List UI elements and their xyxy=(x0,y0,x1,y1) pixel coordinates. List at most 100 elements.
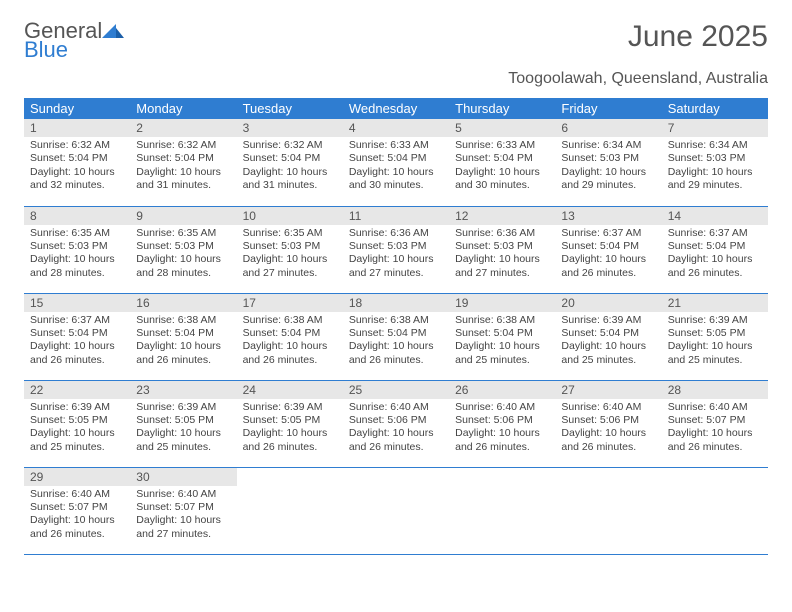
sunset-line: Sunset: 5:04 PM xyxy=(30,152,124,165)
sunrise-line: Sunrise: 6:40 AM xyxy=(30,488,124,501)
day-number: 13 xyxy=(555,207,661,225)
day-number: 28 xyxy=(662,381,768,399)
calendar-row: 1Sunrise: 6:32 AMSunset: 5:04 PMDaylight… xyxy=(24,119,768,206)
calendar-cell: 28Sunrise: 6:40 AMSunset: 5:07 PMDayligh… xyxy=(662,380,768,467)
day-number: 27 xyxy=(555,381,661,399)
sunrise-line: Sunrise: 6:36 AM xyxy=(349,227,443,240)
sunrise-line: Sunrise: 6:38 AM xyxy=(455,314,549,327)
sunrise-line: Sunrise: 6:33 AM xyxy=(349,139,443,152)
calendar-cell: 23Sunrise: 6:39 AMSunset: 5:05 PMDayligh… xyxy=(130,380,236,467)
daylight-line: Daylight: 10 hours and 31 minutes. xyxy=(136,166,230,193)
day-number: 25 xyxy=(343,381,449,399)
sunrise-line: Sunrise: 6:39 AM xyxy=(30,401,124,414)
day-details: Sunrise: 6:32 AMSunset: 5:04 PMDaylight:… xyxy=(24,137,130,197)
daylight-line: Daylight: 10 hours and 26 minutes. xyxy=(561,253,655,280)
daylight-line: Daylight: 10 hours and 26 minutes. xyxy=(668,427,762,454)
day-details: Sunrise: 6:37 AMSunset: 5:04 PMDaylight:… xyxy=(555,225,661,285)
calendar-cell: 11Sunrise: 6:36 AMSunset: 5:03 PMDayligh… xyxy=(343,206,449,293)
sunrise-line: Sunrise: 6:40 AM xyxy=(455,401,549,414)
day-number: 14 xyxy=(662,207,768,225)
sunset-line: Sunset: 5:03 PM xyxy=(349,240,443,253)
daylight-line: Daylight: 10 hours and 27 minutes. xyxy=(136,514,230,541)
calendar-cell: 8Sunrise: 6:35 AMSunset: 5:03 PMDaylight… xyxy=(24,206,130,293)
daylight-line: Daylight: 10 hours and 25 minutes. xyxy=(136,427,230,454)
day-details: Sunrise: 6:34 AMSunset: 5:03 PMDaylight:… xyxy=(662,137,768,197)
day-details: Sunrise: 6:40 AMSunset: 5:06 PMDaylight:… xyxy=(555,399,661,459)
daylight-line: Daylight: 10 hours and 29 minutes. xyxy=(561,166,655,193)
day-number: 29 xyxy=(24,468,130,486)
daylight-line: Daylight: 10 hours and 25 minutes. xyxy=(668,340,762,367)
sunrise-line: Sunrise: 6:33 AM xyxy=(455,139,549,152)
day-number: 9 xyxy=(130,207,236,225)
calendar-cell-empty xyxy=(555,467,661,554)
day-details: Sunrise: 6:40 AMSunset: 5:07 PMDaylight:… xyxy=(662,399,768,459)
daylight-line: Daylight: 10 hours and 26 minutes. xyxy=(455,427,549,454)
sunset-line: Sunset: 5:04 PM xyxy=(243,327,337,340)
day-number: 19 xyxy=(449,294,555,312)
day-details: Sunrise: 6:40 AMSunset: 5:06 PMDaylight:… xyxy=(449,399,555,459)
calendar-cell: 22Sunrise: 6:39 AMSunset: 5:05 PMDayligh… xyxy=(24,380,130,467)
sunset-line: Sunset: 5:04 PM xyxy=(136,152,230,165)
day-number: 4 xyxy=(343,119,449,137)
day-details: Sunrise: 6:38 AMSunset: 5:04 PMDaylight:… xyxy=(130,312,236,372)
calendar-cell: 5Sunrise: 6:33 AMSunset: 5:04 PMDaylight… xyxy=(449,119,555,206)
calendar-cell: 24Sunrise: 6:39 AMSunset: 5:05 PMDayligh… xyxy=(237,380,343,467)
daylight-line: Daylight: 10 hours and 28 minutes. xyxy=(136,253,230,280)
sunset-line: Sunset: 5:04 PM xyxy=(349,152,443,165)
day-details: Sunrise: 6:32 AMSunset: 5:04 PMDaylight:… xyxy=(237,137,343,197)
daylight-line: Daylight: 10 hours and 27 minutes. xyxy=(349,253,443,280)
daylight-line: Daylight: 10 hours and 30 minutes. xyxy=(455,166,549,193)
daylight-line: Daylight: 10 hours and 31 minutes. xyxy=(243,166,337,193)
daylight-line: Daylight: 10 hours and 25 minutes. xyxy=(561,340,655,367)
day-details: Sunrise: 6:38 AMSunset: 5:04 PMDaylight:… xyxy=(237,312,343,372)
day-details: Sunrise: 6:38 AMSunset: 5:04 PMDaylight:… xyxy=(343,312,449,372)
calendar-cell: 14Sunrise: 6:37 AMSunset: 5:04 PMDayligh… xyxy=(662,206,768,293)
page-title: June 2025 xyxy=(628,20,768,54)
daylight-line: Daylight: 10 hours and 27 minutes. xyxy=(243,253,337,280)
daylight-line: Daylight: 10 hours and 26 minutes. xyxy=(561,427,655,454)
calendar-cell: 1Sunrise: 6:32 AMSunset: 5:04 PMDaylight… xyxy=(24,119,130,206)
day-number: 26 xyxy=(449,381,555,399)
day-details: Sunrise: 6:37 AMSunset: 5:04 PMDaylight:… xyxy=(24,312,130,372)
day-number: 10 xyxy=(237,207,343,225)
sunrise-line: Sunrise: 6:39 AM xyxy=(136,401,230,414)
calendar-cell: 4Sunrise: 6:33 AMSunset: 5:04 PMDaylight… xyxy=(343,119,449,206)
calendar-cell: 17Sunrise: 6:38 AMSunset: 5:04 PMDayligh… xyxy=(237,293,343,380)
day-details: Sunrise: 6:38 AMSunset: 5:04 PMDaylight:… xyxy=(449,312,555,372)
day-number: 12 xyxy=(449,207,555,225)
day-number: 22 xyxy=(24,381,130,399)
sunset-line: Sunset: 5:04 PM xyxy=(561,240,655,253)
sunrise-line: Sunrise: 6:37 AM xyxy=(30,314,124,327)
day-details: Sunrise: 6:36 AMSunset: 5:03 PMDaylight:… xyxy=(343,225,449,285)
day-number: 30 xyxy=(130,468,236,486)
daylight-line: Daylight: 10 hours and 26 minutes. xyxy=(349,340,443,367)
day-details: Sunrise: 6:35 AMSunset: 5:03 PMDaylight:… xyxy=(24,225,130,285)
daylight-line: Daylight: 10 hours and 28 minutes. xyxy=(30,253,124,280)
sunrise-line: Sunrise: 6:39 AM xyxy=(561,314,655,327)
day-details: Sunrise: 6:39 AMSunset: 5:05 PMDaylight:… xyxy=(130,399,236,459)
sunrise-line: Sunrise: 6:39 AM xyxy=(243,401,337,414)
calendar-cell: 13Sunrise: 6:37 AMSunset: 5:04 PMDayligh… xyxy=(555,206,661,293)
calendar-cell: 6Sunrise: 6:34 AMSunset: 5:03 PMDaylight… xyxy=(555,119,661,206)
sunrise-line: Sunrise: 6:38 AM xyxy=(349,314,443,327)
calendar-cell: 12Sunrise: 6:36 AMSunset: 5:03 PMDayligh… xyxy=(449,206,555,293)
col-sunday: Sunday xyxy=(24,98,130,119)
calendar-cell: 30Sunrise: 6:40 AMSunset: 5:07 PMDayligh… xyxy=(130,467,236,554)
calendar-cell: 26Sunrise: 6:40 AMSunset: 5:06 PMDayligh… xyxy=(449,380,555,467)
brand-name-2: Blue xyxy=(24,37,68,62)
sunrise-line: Sunrise: 6:35 AM xyxy=(243,227,337,240)
daylight-line: Daylight: 10 hours and 26 minutes. xyxy=(349,427,443,454)
daylight-line: Daylight: 10 hours and 25 minutes. xyxy=(455,340,549,367)
day-details: Sunrise: 6:40 AMSunset: 5:07 PMDaylight:… xyxy=(130,486,236,546)
calendar-cell: 3Sunrise: 6:32 AMSunset: 5:04 PMDaylight… xyxy=(237,119,343,206)
col-monday: Monday xyxy=(130,98,236,119)
sunset-line: Sunset: 5:03 PM xyxy=(30,240,124,253)
calendar-cell: 9Sunrise: 6:35 AMSunset: 5:03 PMDaylight… xyxy=(130,206,236,293)
daylight-line: Daylight: 10 hours and 27 minutes. xyxy=(455,253,549,280)
day-details: Sunrise: 6:34 AMSunset: 5:03 PMDaylight:… xyxy=(555,137,661,197)
day-details: Sunrise: 6:40 AMSunset: 5:07 PMDaylight:… xyxy=(24,486,130,546)
col-thursday: Thursday xyxy=(449,98,555,119)
sunrise-line: Sunrise: 6:32 AM xyxy=(136,139,230,152)
sunset-line: Sunset: 5:06 PM xyxy=(349,414,443,427)
day-number: 24 xyxy=(237,381,343,399)
